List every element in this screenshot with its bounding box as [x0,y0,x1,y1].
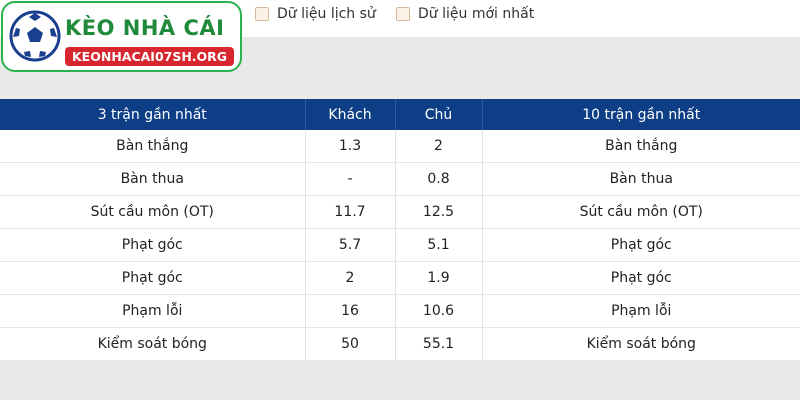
table-cell: 2 [305,261,396,295]
table-cell: Bàn thắng [482,130,800,163]
table-cell: 55.1 [395,327,483,361]
filter-checkbox[interactable]: Dữ liệu mới nhất [396,6,534,22]
table-cell: Phạt góc [0,261,306,295]
logo-title: KÈO NHÀ CÁI [65,16,225,40]
table-cell: Bàn thắng [0,130,306,163]
checkbox[interactable] [396,7,410,21]
table-cell: Phạt góc [0,228,306,262]
table-cell: Bàn thua [482,162,800,196]
table-cell: 16 [305,294,396,328]
table-row: Phạm lỗi 16 10.6 Phạm lỗi [0,294,800,328]
table-cell: 5.1 [395,228,483,262]
table-cell: Kiểm soát bóng [482,327,800,361]
table-row: Phạt góc 2 1.9 Phạt góc [0,261,800,295]
table-cell: 11.7 [305,195,396,229]
table-cell: Phạt góc [482,228,800,262]
table-cell: 0.8 [395,162,483,196]
table-cell: Phạm lỗi [0,294,306,328]
table-cell: Phạm lỗi [482,294,800,328]
table-row: Kiểm soát bóng 50 55.1 Kiểm soát bóng [0,327,800,361]
filter-checkbox[interactable]: Dữ liệu lịch sử [255,6,376,22]
filter-label: Dữ liệu mới nhất [418,6,535,22]
table-cell: 1.9 [395,261,483,295]
filter-label: Dữ liệu lịch sử [277,6,376,22]
table-cell: - [305,162,396,196]
table-row: Bàn thua -0.8 Bàn thua [0,162,800,196]
column-header: Chủ [395,99,483,130]
table-cell: Sút cầu môn (OT) [482,195,800,229]
column-header: 10 trận gần nhất [482,99,800,130]
table-cell: 5.7 [305,228,396,262]
table-cell: 1.3 [305,130,396,163]
table-cell: Sút cầu môn (OT) [0,195,306,229]
table-cell: 10.6 [395,294,483,328]
logo-domain: KEONHACAI07SH.ORG [65,47,235,66]
table-cell: Phạt góc [482,261,800,295]
table-cell: Bàn thua [0,162,306,196]
column-header: Khách [305,99,396,130]
table-row: Sút cầu môn (OT) 11.7 12.5 Sút cầu môn (OT) [0,195,800,229]
table-cell: 12.5 [395,195,483,229]
table-cell: 50 [305,327,396,361]
table-cell: 2 [395,130,483,163]
table-row: Phạt góc 5.7 5.1 Phạt góc [0,228,800,262]
logo-ball [9,10,61,62]
checkbox[interactable] [255,7,269,21]
table-body: Bàn thắng 1.3 2 Bàn thắng Bàn thua -0.8 Bàn th… [0,130,800,361]
header-row: 3 trận gần nhất Khách Chủ 10 trận gần nhất [0,99,800,130]
stats-table: 3 trận gần nhất Khách Chủ 10 trận gần nhất … [0,99,800,361]
table-cell: Kiểm soát bóng [0,327,306,361]
column-header: 3 trận gần nhất [0,99,306,130]
logo[interactable]: KÈO NHÀ CÁI KEONHACAI07SH.ORG [1,1,242,72]
table-row: Bàn thắng 1.3 2 Bàn thắng [0,130,800,163]
